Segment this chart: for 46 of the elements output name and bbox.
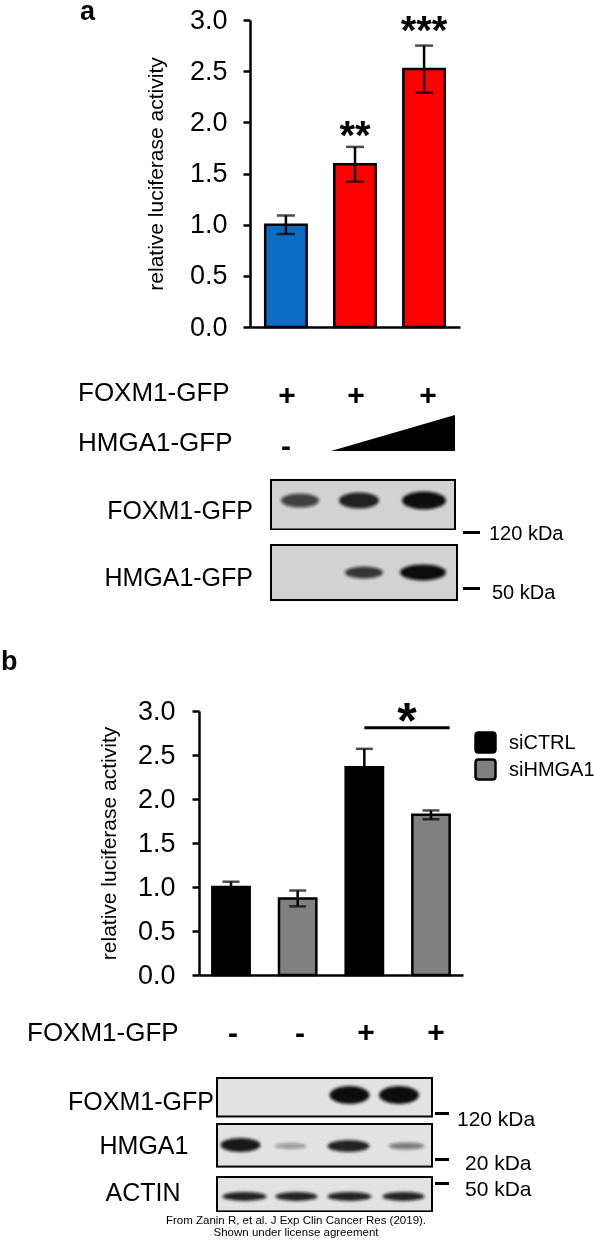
- y-tick-label: 2.5: [137, 739, 176, 770]
- y-tick-label: 2.0: [137, 783, 176, 814]
- y-axis-title: relative luciferase activity: [96, 726, 120, 961]
- text: FOXM1-GFP: [68, 1086, 214, 1115]
- text: 50 kDa: [492, 581, 556, 604]
- text: 120 kDa: [489, 522, 564, 545]
- text: HMGA1: [99, 1130, 189, 1159]
- text: -: [295, 1015, 305, 1049]
- legend-label: siCTRL: [509, 730, 576, 753]
- text: HMGA1-GFP: [78, 426, 233, 457]
- text: HMGA1-GFP: [104, 562, 253, 591]
- text: +: [419, 377, 437, 411]
- text: From Zanin R, et al. J Exp Clin Cancer Res (2019).: [165, 1214, 427, 1227]
- text: -: [281, 428, 291, 462]
- text: Shown under license agreement: [213, 1226, 379, 1239]
- y-tick-label: 3.0: [137, 695, 176, 726]
- y-tick-label: 3.0: [189, 4, 228, 35]
- text: +: [278, 377, 296, 411]
- chart-title: b: [1, 646, 18, 676]
- text: 20 kDa: [465, 1150, 532, 1174]
- y-tick-label: 1.0: [137, 871, 176, 902]
- y-tick-label: 0.0: [189, 311, 228, 342]
- annotation: **: [339, 112, 371, 157]
- annotation: ***: [400, 7, 448, 52]
- y-tick-label: 1.0: [189, 209, 228, 240]
- legend-label: siHMGA1: [509, 757, 595, 780]
- text: 120 kDa: [457, 1107, 536, 1131]
- text: -: [228, 1015, 238, 1049]
- text: FOXM1-GFP: [107, 495, 253, 524]
- y-tick-label: 1.5: [137, 827, 176, 858]
- text: FOXM1-GFP: [78, 376, 230, 407]
- y-tick-label: 0.5: [189, 260, 228, 291]
- y-tick-label: 2.5: [189, 55, 228, 86]
- text: +: [427, 1014, 445, 1048]
- y-tick-label: 1.5: [189, 158, 228, 188]
- text: ACTIN: [105, 1177, 181, 1206]
- y-tick-label: 0.5: [137, 915, 176, 946]
- text: +: [347, 377, 365, 411]
- y-tick-label: 0.0: [137, 959, 176, 990]
- text: 50 kDa: [465, 1177, 532, 1201]
- y-axis-title: relative luciferase activity: [143, 56, 167, 291]
- y-tick-label: 2.0: [189, 106, 228, 137]
- annotation: *: [397, 693, 418, 750]
- chart-title: a: [80, 0, 96, 26]
- text: FOXM1-GFP: [27, 1017, 179, 1048]
- text: +: [357, 1014, 375, 1048]
